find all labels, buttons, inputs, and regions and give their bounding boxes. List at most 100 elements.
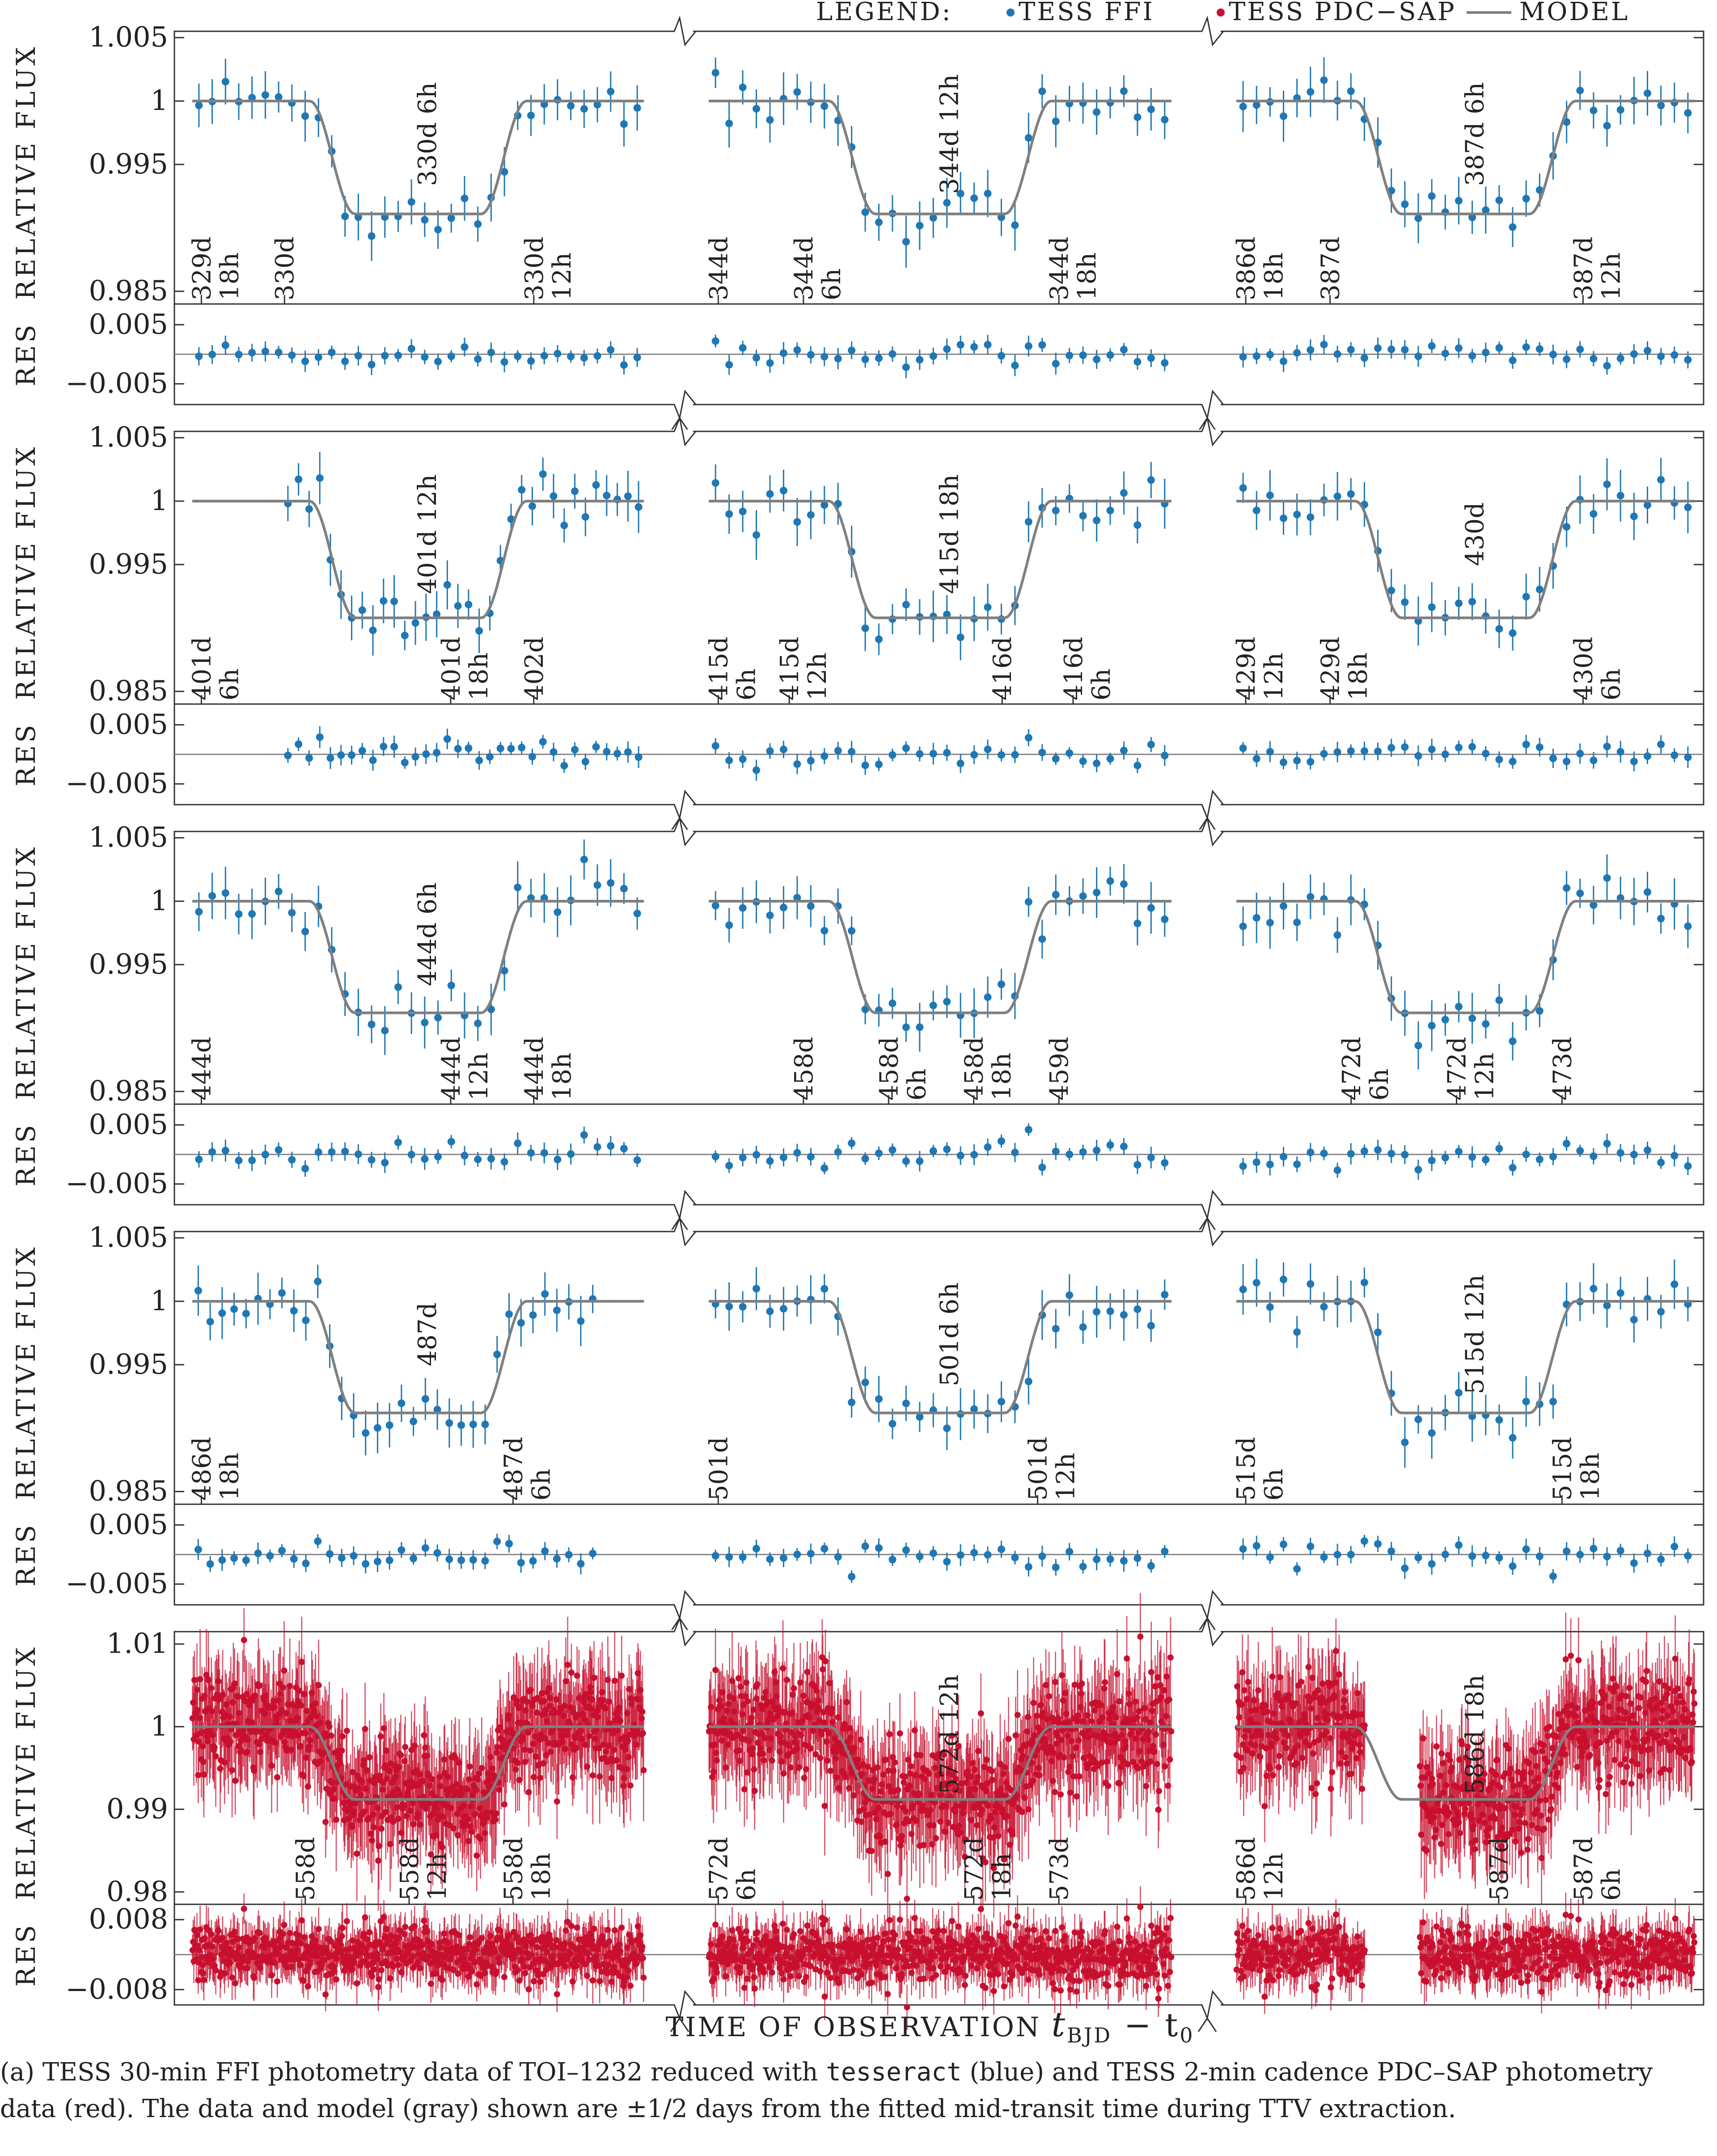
time-tick-label: 472d12h	[1443, 1037, 1500, 1101]
residual-point	[793, 1550, 801, 1558]
data-point	[861, 1379, 869, 1387]
residual-point	[1360, 1147, 1368, 1155]
residual-point	[421, 1155, 429, 1163]
residual-point	[447, 352, 455, 360]
data-points	[1239, 854, 1692, 1070]
residual-point	[385, 1556, 393, 1564]
residual-point	[1333, 748, 1341, 756]
data-point	[385, 1421, 393, 1429]
residual-point	[501, 1974, 507, 1980]
data-point	[741, 1786, 748, 1793]
residual-point	[1252, 352, 1260, 360]
residual-point	[1133, 1554, 1142, 1562]
residual-point	[1387, 744, 1396, 752]
data-point	[580, 105, 588, 113]
residual-point	[394, 1139, 402, 1147]
residual-point	[1066, 351, 1074, 359]
residual-point	[1576, 750, 1584, 758]
data-point	[275, 887, 283, 895]
residual-point	[1024, 734, 1032, 742]
time-tick-label: 429d18h	[1316, 637, 1373, 700]
residual-point	[287, 1930, 293, 1937]
data-point	[215, 1678, 222, 1685]
residual-point	[1360, 747, 1368, 755]
data-point	[469, 1420, 477, 1428]
residual-point	[275, 348, 283, 356]
flux-tick-label: 1.005	[89, 21, 169, 53]
data-point	[206, 1318, 214, 1326]
flux-tick-label: 0.985	[89, 1075, 169, 1107]
data-point	[295, 475, 303, 483]
residual-points	[189, 1893, 647, 2013]
residual-point	[350, 1552, 358, 1560]
data-point	[1535, 186, 1544, 194]
data-point	[454, 602, 462, 610]
residual-point	[533, 1944, 540, 1951]
residual-point	[1093, 1146, 1101, 1154]
residual-point	[1616, 748, 1624, 756]
residual-point	[1401, 743, 1409, 751]
residual-point	[568, 1923, 575, 1929]
data-point	[591, 1675, 597, 1681]
residual-point	[766, 1157, 774, 1165]
axis-break-gap	[666, 430, 693, 433]
residual-point	[1011, 751, 1019, 759]
residual-point	[554, 350, 562, 358]
data-point	[1563, 884, 1571, 892]
axis-break-symbol	[1191, 1616, 1224, 1647]
data-point	[305, 505, 313, 513]
data-points	[711, 462, 1169, 661]
data-point	[550, 492, 558, 500]
residual-point	[1120, 346, 1128, 354]
data-point	[1603, 1301, 1611, 1309]
residual-point	[369, 756, 377, 764]
data-points	[1239, 458, 1692, 651]
residual-point	[1428, 342, 1436, 350]
data-point	[589, 1772, 596, 1779]
residual-point	[1455, 344, 1463, 352]
residual-point	[1657, 352, 1665, 360]
data-point	[779, 903, 787, 911]
time-tick-label: 344d6h	[790, 236, 846, 300]
axis-break-symbol	[1191, 1215, 1224, 1247]
flux-tick-label: 1	[151, 84, 168, 117]
model-curve	[1236, 100, 1695, 215]
data-point	[208, 1685, 215, 1692]
residual-points	[284, 726, 643, 773]
residual-point	[1590, 1544, 1598, 1553]
data-point	[1333, 931, 1341, 939]
data-points	[711, 864, 1169, 1052]
mid-transit-label: 515d 12h	[1461, 1274, 1490, 1394]
residual-point	[410, 1554, 418, 1562]
residual-point	[441, 1930, 448, 1937]
residual-point	[1374, 1540, 1382, 1548]
residual-point	[1079, 1148, 1087, 1156]
data-point	[1455, 599, 1463, 608]
data-point	[1509, 1434, 1517, 1442]
residual-point	[902, 363, 910, 371]
axis-break-gap	[666, 2003, 693, 2007]
residual-point	[373, 1557, 381, 1565]
residual-point	[341, 357, 349, 365]
residual-point	[766, 1555, 774, 1563]
residual-point	[366, 1929, 373, 1936]
data-point	[242, 1310, 250, 1318]
time-tick-label: 458d6h	[875, 1037, 931, 1101]
residual-point	[1052, 360, 1060, 368]
residual-point	[1670, 1543, 1679, 1551]
residual-point	[633, 1156, 641, 1164]
residual-point	[1603, 1139, 1611, 1148]
data-point	[753, 531, 761, 539]
residual-point	[1387, 1150, 1396, 1158]
residual-point	[1482, 349, 1490, 357]
data-point	[1657, 476, 1665, 484]
residual-point	[1266, 350, 1274, 359]
time-tick-label: 416d	[988, 637, 1017, 700]
data-point	[368, 1021, 376, 1029]
data-point	[577, 1317, 585, 1325]
data-point	[191, 1677, 198, 1683]
data-point	[338, 1747, 345, 1754]
time-tick-label: 515d6h	[1232, 1437, 1289, 1501]
